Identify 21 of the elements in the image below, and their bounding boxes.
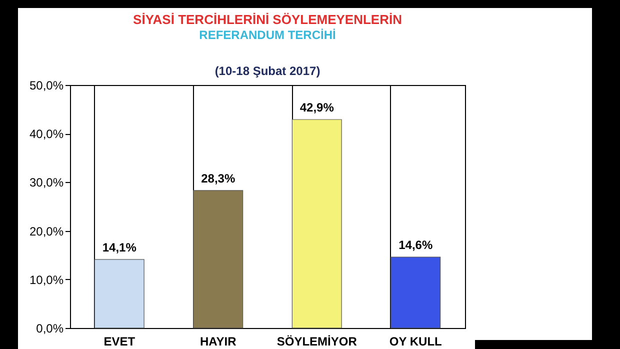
chart-subtitle: REFERANDUM TERCİHİ xyxy=(199,28,336,42)
data-label: 14,1% xyxy=(102,240,137,254)
bar xyxy=(193,190,244,328)
x-tick-label: EVET xyxy=(104,334,136,348)
bar xyxy=(94,259,144,328)
y-tick-label: 10,0% xyxy=(29,272,64,287)
y-tick-label: 0,0% xyxy=(36,322,64,336)
y-tick-label: 20,0% xyxy=(29,224,64,238)
y-tick-label: 30,0% xyxy=(29,176,64,190)
y-tick-label: 40,0% xyxy=(29,127,64,142)
data-label: 42,9% xyxy=(300,100,334,115)
x-tick-label: HAYIR xyxy=(200,334,237,348)
text: (10-18 Şubat 2017) xyxy=(214,64,320,78)
chart-title: SİYASİ TERCİHLERİNİ SÖYLEMEYENLERİN xyxy=(133,12,402,27)
bar xyxy=(390,256,441,328)
y-tick-label: 50,0% xyxy=(29,78,64,92)
data-label: 14,6% xyxy=(398,238,433,252)
x-tick-label: OY KULL xyxy=(389,334,442,348)
x-tick-label: SÖYLEMİYOR xyxy=(276,334,358,348)
bar xyxy=(292,119,342,328)
data-label: 28,3% xyxy=(201,171,236,186)
